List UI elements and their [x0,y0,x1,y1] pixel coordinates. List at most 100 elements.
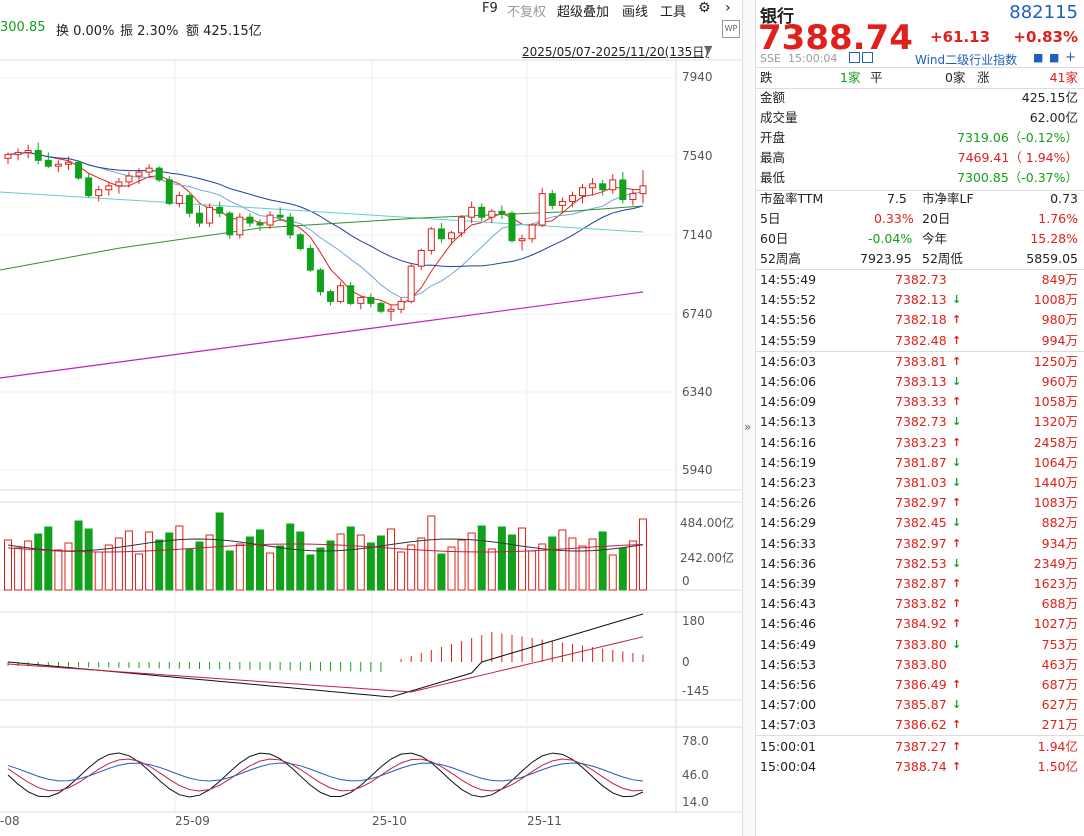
volume-bar [578,545,587,591]
tick-time: 14:55:52 [760,292,817,308]
collapse-chevron-icon[interactable]: » [744,420,752,434]
tick-row[interactable]: 14:56:16 7383.23 ↑ 2458万 [760,433,1078,453]
arrow-down-icon: ↓ [952,293,962,307]
candle-body [236,216,244,236]
tick-row[interactable]: 14:56:13 7382.73 ↓ 1320万 [760,412,1078,432]
candle-body [619,179,627,201]
candle-body [316,269,324,293]
candle-body [458,216,466,234]
f9-button[interactable]: F9 [482,1,498,16]
volume-bar [114,537,123,591]
tick-row[interactable]: 14:56:06 7383.13 ↓ 960万 [760,372,1078,392]
favorite-icon[interactable]: ■ [1033,51,1044,64]
candle-body [24,150,32,153]
tick-row[interactable]: 14:56:53 7383.80 463万 [760,655,1078,675]
tick-volume: 1008万 [1033,292,1078,308]
tick-time: 14:57:03 [760,717,817,733]
tick-row[interactable]: 14:55:56 7382.18 ↑ 980万 [760,310,1078,330]
tick-row[interactable]: 14:56:39 7382.87 ↑ 1623万 [760,574,1078,594]
ma120-line [0,205,644,271]
candle-body [609,179,617,191]
volume-bar [639,518,647,591]
price-fragment: 300.85 [0,20,46,35]
tick-row[interactable]: 14:56:23 7381.03 ↓ 1440万 [760,473,1078,493]
volume-bar [397,551,406,591]
tick-row[interactable]: 14:56:43 7383.82 ↑ 688万 [760,594,1078,614]
index-type-link[interactable]: Wind二级行业指数 [915,53,1018,67]
wp-icon[interactable]: WP [722,20,740,38]
tick-row[interactable]: 14:56:46 7384.92 ↑ 1027万 [760,614,1078,634]
tick-price: 7385.87 [895,697,947,713]
tick-time: 14:56:49 [760,636,817,652]
d20-label: 20日 [922,211,951,226]
volume-bar [528,550,537,591]
tick-row[interactable]: 14:56:03 7383.81 ↑ 1250万 [760,352,1078,372]
kline-chart-area[interactable]: 300.85 换 0.00% 振 2.30% 额 425.15亿 F9 不复权 … [0,0,742,836]
volume-bar [74,520,83,591]
tick-row[interactable]: 15:00:01 7387.27 ↑ 1.94亿 [760,737,1078,757]
alert-icon[interactable]: ■ [1049,51,1060,64]
stat-value: 62.00亿 [1029,110,1078,125]
tick-price: 7383.80 [895,656,947,672]
tick-price: 7383.33 [895,394,947,410]
candle-body [427,228,435,251]
tick-row[interactable]: 14:57:00 7385.87 ↓ 627万 [760,695,1078,715]
rise-count: 41家 [1049,70,1078,85]
tick-row[interactable]: 14:55:49 7382.73 849万 [760,270,1078,290]
candle-body [185,195,193,214]
candle-body [357,297,365,304]
add-icon[interactable]: + [1065,50,1076,65]
y-tick-main-2: 7140 [682,228,713,242]
stat-row: 金额 425.15亿 [760,88,1078,108]
candle-body [488,210,496,218]
tick-row[interactable]: 15:00:04 7388.74 ↑ 1.50亿 [760,757,1078,777]
volume-bar [286,523,295,591]
lock-icon[interactable] [849,52,860,63]
candle-body [14,151,22,155]
tick-row[interactable]: 14:57:03 7386.62 ↑ 271万 [760,715,1078,735]
date-range-label[interactable]: 2025/05/07-2025/11/20(135日) [522,45,709,59]
tick-row[interactable]: 14:56:19 7381.87 ↓ 1064万 [760,453,1078,473]
tick-volume: 934万 [1041,535,1078,551]
draw-line-button[interactable]: 画线 [622,5,649,20]
tick-row[interactable]: 14:56:09 7383.33 ↑ 1058万 [760,392,1078,412]
tick-row[interactable]: 14:56:56 7386.49 ↑ 687万 [760,675,1078,695]
tick-row[interactable]: 14:56:26 7382.97 ↑ 1083万 [760,493,1078,513]
candle-body [599,183,607,191]
gear-icon[interactable]: ⚙ [698,0,711,16]
tick-row[interactable]: 14:56:33 7382.97 ↑ 934万 [760,534,1078,554]
volume-bar [356,534,365,591]
panel-collapse-handle[interactable]: » [742,0,756,836]
y-tick-main-4: 6340 [682,385,713,399]
tick-row[interactable]: 14:56:49 7383.80 ↓ 753万 [760,635,1078,655]
arrow-down-icon: ↓ [952,455,962,469]
tools-button[interactable]: 工具 [660,5,687,20]
tick-price: 7382.97 [895,495,947,511]
d60-value: -0.04% [868,231,913,246]
volume-bar [558,529,567,591]
tick-row[interactable]: 14:55:59 7382.48 ↑ 994万 [760,331,1078,351]
tick-row[interactable]: 14:56:36 7382.53 ↓ 2349万 [760,554,1078,574]
turnover-value: 换 0.00% [56,24,115,39]
window-icon[interactable] [862,52,873,63]
arrow-down-icon: ↓ [952,698,962,712]
tick-time: 14:55:49 [760,272,817,287]
ratio-row-pe: 市盈率TTM 7.5 市净率LF 0.73 [760,189,1078,209]
candle-body [417,249,425,267]
stat-label: 最低 [760,170,786,185]
volume-bar [507,534,516,591]
candle-body [498,210,506,214]
dropdown-icon[interactable]: ▼ [704,43,713,56]
price-change: +61.13 [930,28,991,46]
candle-body [568,195,576,202]
overlay-button[interactable]: 超级叠加 [557,5,610,20]
tick-row[interactable]: 14:55:52 7382.13 ↓ 1008万 [760,290,1078,310]
tick-row[interactable]: 14:56:29 7382.45 ↓ 882万 [760,513,1078,533]
tick-volume: 463万 [1041,656,1078,672]
tick-price: 7383.81 [895,353,947,369]
y-tick-macd-2: -145 [682,684,710,698]
chevron-right-icon[interactable]: › [725,0,731,16]
no-adjust-button[interactable]: 不复权 [507,5,547,20]
arrow-up-icon: ↑ [952,435,962,449]
volume-bar [548,536,557,591]
